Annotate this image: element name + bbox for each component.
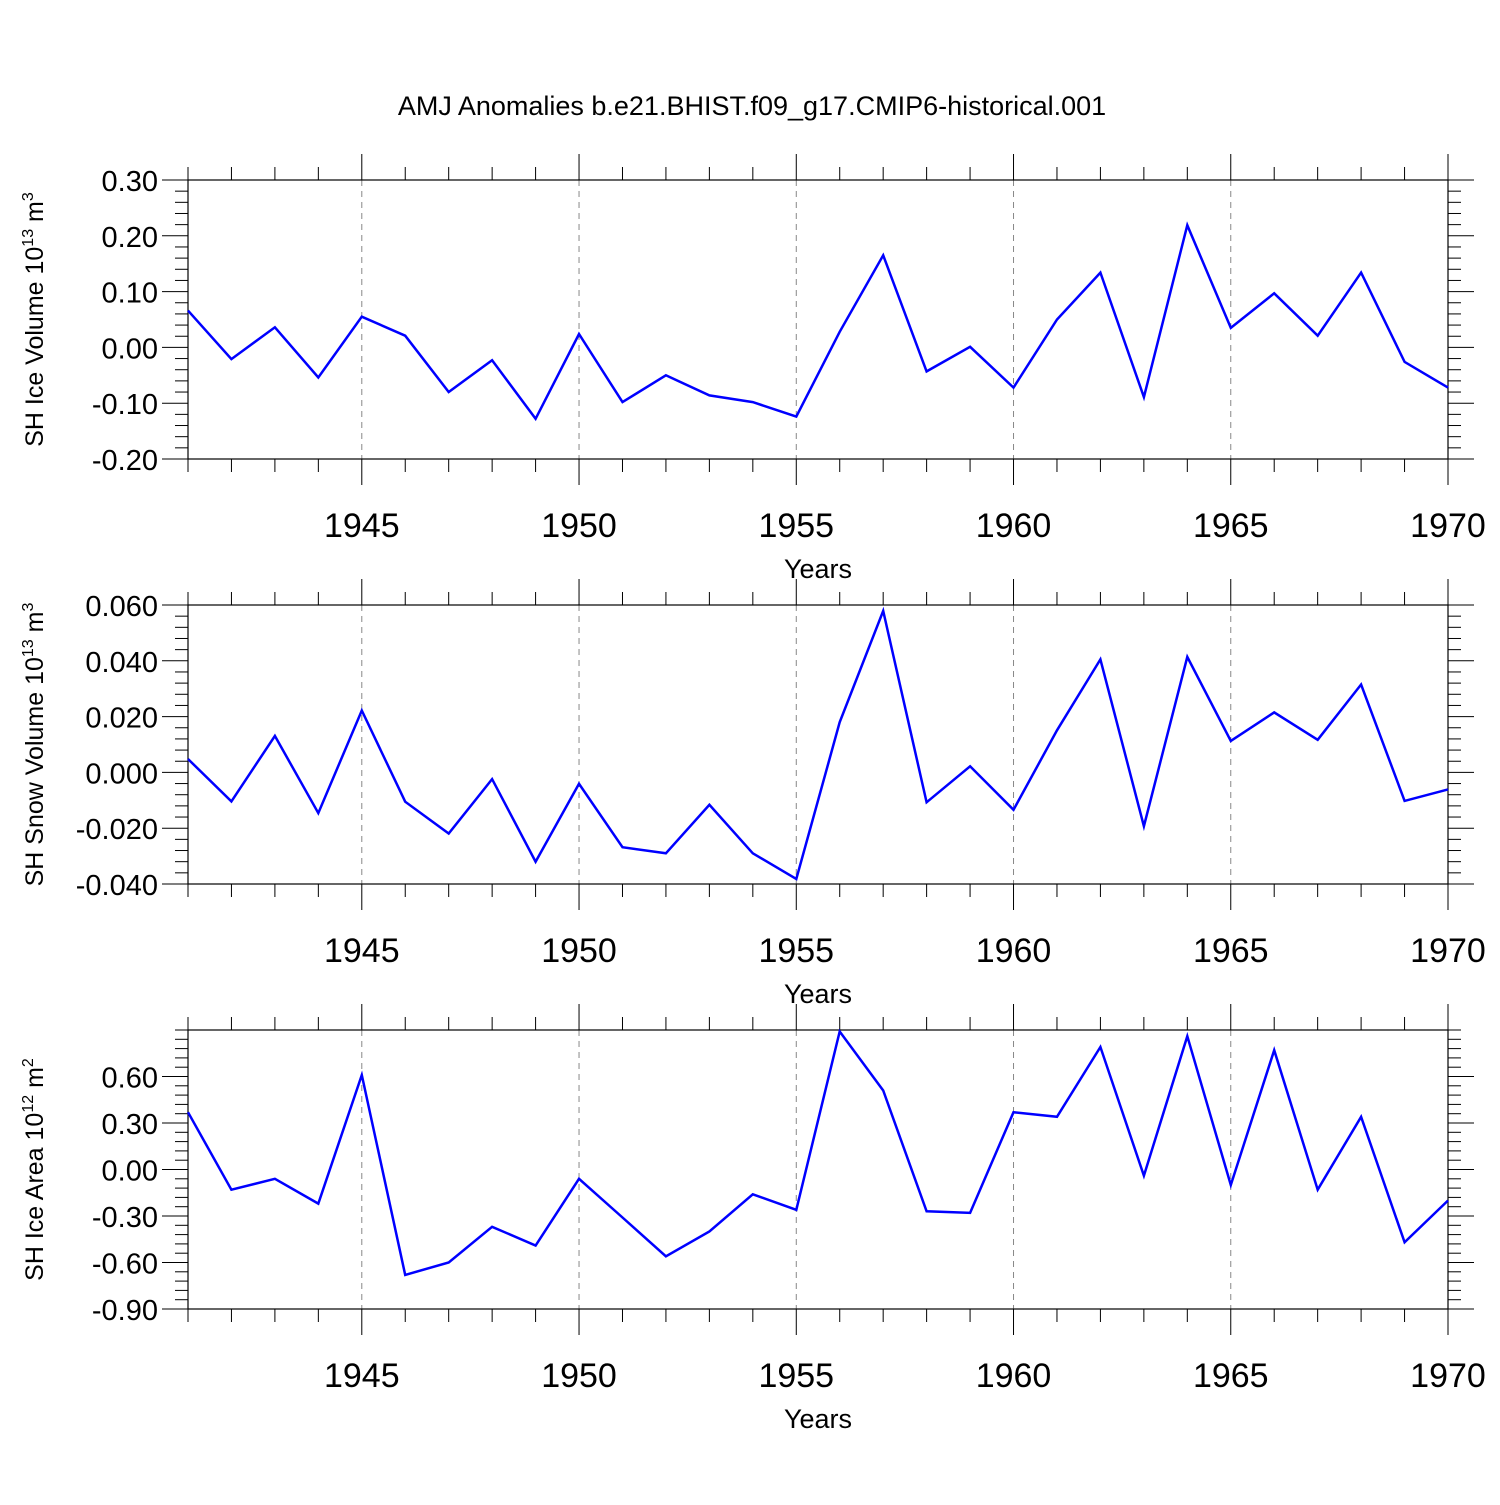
x-tick-label: 1965 [1193, 1357, 1269, 1395]
y-tick-label: 0.00 [102, 333, 158, 365]
chart-title: AMJ Anomalies b.e21.BHIST.f09_g17.CMIP6-… [398, 91, 1106, 121]
x-tick-label: 1970 [1410, 507, 1486, 545]
y-tick-label: -0.60 [92, 1249, 158, 1281]
y-tick-label: -0.20 [92, 445, 158, 477]
y-tick-label: -0.040 [76, 870, 158, 902]
x-tick-label: 1950 [541, 932, 617, 970]
y-tick-label: 0.00 [102, 1156, 158, 1188]
y-tick-label: -0.020 [76, 814, 158, 846]
y-axis-label: SH Snow Volume 1013 m3 [20, 603, 49, 887]
plot-frame [187, 604, 1449, 885]
x-tick-label: 1945 [324, 932, 400, 970]
x-tick-label: 1945 [324, 507, 400, 545]
x-axis-label: Years [784, 554, 852, 584]
y-tick-label: 0.000 [85, 758, 158, 790]
y-tick-label: 0.20 [102, 222, 158, 254]
panel-1: -0.20 -0.10 0.00 0.10 0.20 0.30 1945 1950 1955 19… [20, 154, 1486, 584]
y-tick-label: 0.30 [102, 1109, 158, 1141]
series-line [187, 606, 1449, 881]
panel-3: -0.90 -0.60 -0.30 0.00 0.30 0.60 1945 1950 1955 1… [20, 1004, 1486, 1434]
x-tick-label: 1960 [976, 932, 1052, 970]
y-axis-label: SH Ice Area 1012 m2 [20, 1058, 49, 1281]
x-tick-label: 1960 [976, 1357, 1052, 1395]
series-line [187, 221, 1449, 422]
y-tick-label: 0.040 [85, 647, 158, 679]
plot-frame [187, 1029, 1449, 1310]
y-tick-label: -0.90 [92, 1295, 158, 1327]
series-line [186, 1028, 1449, 1277]
x-tick-label: 1950 [541, 507, 617, 545]
plot-frame [187, 179, 1449, 460]
y-tick-label: 0.30 [102, 166, 158, 198]
x-tick-label: 1955 [758, 507, 834, 545]
y-tick-label: 0.020 [85, 703, 158, 735]
y-tick-label: 0.10 [102, 278, 158, 310]
x-tick-label: 1965 [1193, 507, 1269, 545]
x-tick-label: 1970 [1410, 932, 1486, 970]
panel-2: -0.040 -0.020 0.000 0.020 0.040 0.060 1945 1950… [20, 579, 1486, 1009]
y-tick-label: 0.60 [102, 1063, 158, 1095]
x-tick-label: 1955 [758, 932, 834, 970]
x-tick-label: 1965 [1193, 932, 1269, 970]
x-tick-label: 1950 [541, 1357, 617, 1395]
x-tick-label: 1955 [758, 1357, 834, 1395]
x-tick-label: 1945 [324, 1357, 400, 1395]
y-tick-label: -0.30 [92, 1202, 158, 1234]
x-axis-label: Years [784, 979, 852, 1009]
y-tick-label: -0.10 [92, 389, 158, 421]
y-tick-label: 0.060 [85, 591, 158, 623]
x-axis-label: Years [784, 1404, 852, 1434]
y-axis-label: SH Ice Volume 1013 m3 [20, 192, 49, 447]
x-tick-label: 1960 [976, 507, 1052, 545]
x-tick-label: 1970 [1410, 1357, 1486, 1395]
